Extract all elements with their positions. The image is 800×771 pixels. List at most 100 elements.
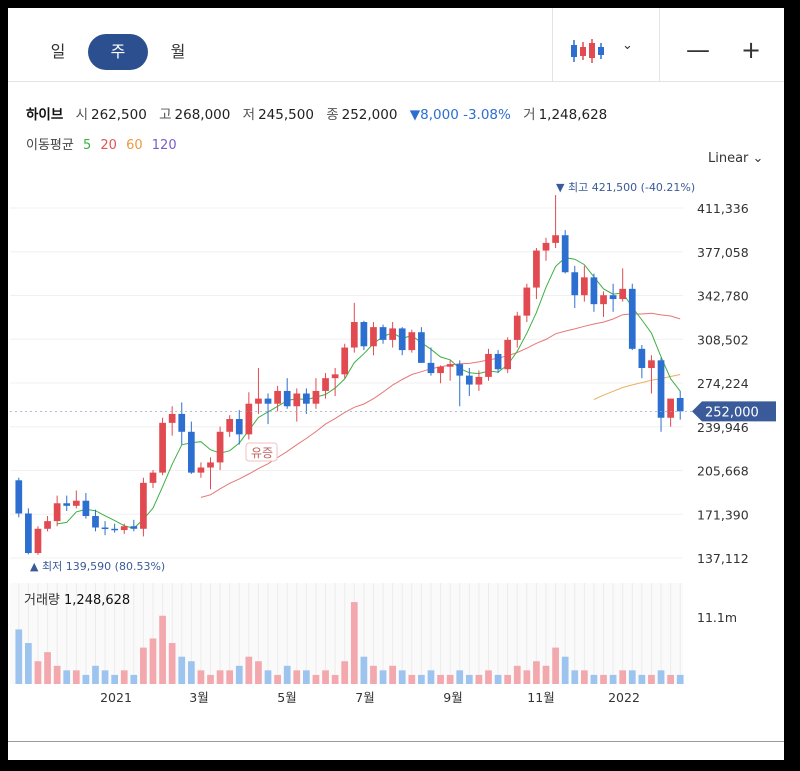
x-tick-label: 9월 [443,690,462,705]
volume-bar [226,670,234,684]
candle-body [504,339,512,370]
tab-weekly[interactable]: 주 [88,34,148,70]
candle-body [264,398,272,404]
bottom-divider [8,741,784,742]
candle-body [609,295,617,300]
candle-body [130,526,138,529]
volume-bar [513,665,521,684]
candle-body [533,250,540,288]
candle-body [494,353,502,370]
volume-bar [542,665,550,684]
volume-bar [44,652,51,684]
ma-60[interactable]: 60 [126,138,143,153]
x-tick-label: 5월 [277,690,296,705]
x-tick-label: 3월 [189,690,208,705]
candle-body [456,364,464,376]
candle-body [149,472,157,483]
volume-bar [216,670,224,684]
tab-daily[interactable]: 일 [50,42,66,61]
candle-body [485,353,492,377]
candle-body [53,503,61,522]
candle-body [207,462,214,468]
toolbar-divider [552,8,553,81]
volume-bar [322,670,329,684]
candle-body [216,431,224,463]
candle-body [379,327,387,340]
volume-bar [418,674,425,684]
volume-bar [552,647,559,684]
candle-body [513,315,521,340]
candle-body [360,322,368,347]
candle-body [427,362,435,374]
ma-5[interactable]: 5 [82,138,92,153]
volume-bar [456,670,464,684]
scale-selector[interactable]: Linear ⌄ [708,151,763,166]
scale-label: Linear [708,151,749,166]
candle-body [542,242,550,251]
candlestick-icon[interactable] [568,38,608,64]
candle-body [580,277,588,296]
volume-bar [120,670,128,684]
x-tick-label: 2021 [100,690,132,705]
volume-bar [600,674,607,684]
volume-bar [331,674,339,684]
zoom-out-button[interactable]: — [686,36,710,64]
price-tick-label: 205,668 [697,464,749,479]
volume-value: 1,248,628 [538,107,608,123]
price-chart[interactable]: 411,336 377,058 342,780 308,502 274,224 239,9… [8,8,784,760]
volume-bar [15,629,23,684]
volume-bar [197,670,205,684]
tab-monthly[interactable]: 월 [170,42,186,61]
candle-body [255,398,262,404]
chevron-down-icon[interactable]: ⌄ [622,38,633,53]
candle-body [159,422,166,473]
volume-bar [350,602,358,684]
volume-bar [590,674,598,684]
candle-body [648,360,655,368]
volume-bar [628,670,636,684]
volume-bar [561,656,569,684]
volume-bar [235,665,243,684]
toolbar-divider [659,8,660,81]
volume-bar [437,674,444,684]
price-tick-label: 308,502 [697,332,749,347]
candle-body [168,413,176,423]
price-info: 하이브 시 262,500 고 268,000 저 245,500 종 252,000 … [26,103,615,123]
volume-bar [53,665,61,684]
price-tick-label: 377,058 [697,245,749,260]
candle-body [101,527,109,530]
candle-body [667,398,674,418]
zoom-in-button[interactable]: + [741,36,762,64]
volume-bar [638,674,646,684]
ma-120[interactable]: 120 [151,138,177,153]
volume-bar [667,674,674,684]
low-value: 245,500 [258,107,314,123]
volume-bar [398,670,406,684]
ma-20[interactable]: 20 [100,138,117,153]
ma20-line [200,312,681,498]
volume-bar [485,670,492,684]
candle-body [245,403,253,435]
volume-bar [465,674,473,684]
volume-bar [379,670,387,684]
volume-bar [504,674,512,684]
candle-body [398,328,406,351]
moving-average-legend[interactable]: 이동평균 5 20 60 120 [26,134,182,153]
change-value: ▼8,000 -3.08% [409,107,511,123]
volume-bar [111,674,119,684]
volume-bar [303,670,310,684]
ma60-line [593,374,681,400]
volume-bar [283,665,291,684]
volume-label: 거래량 1,248,628 [24,593,130,608]
volume-bar [140,647,147,684]
high-annotation: ▼ 최고 421,500 (-40.21%) [556,181,695,194]
volume-bar [63,670,71,684]
candle-body [523,287,531,316]
chart-window: 일 주 월 ⌄ — + 하이브 시 262,500 고 268,000 저 245,5… [8,8,784,760]
volume-bar [101,670,109,684]
candle-body [446,364,454,367]
low-label: 저 [242,107,256,123]
volume-value: 1,248,628 [64,593,130,608]
volume-bar [676,674,684,684]
volume-bar [523,670,531,684]
